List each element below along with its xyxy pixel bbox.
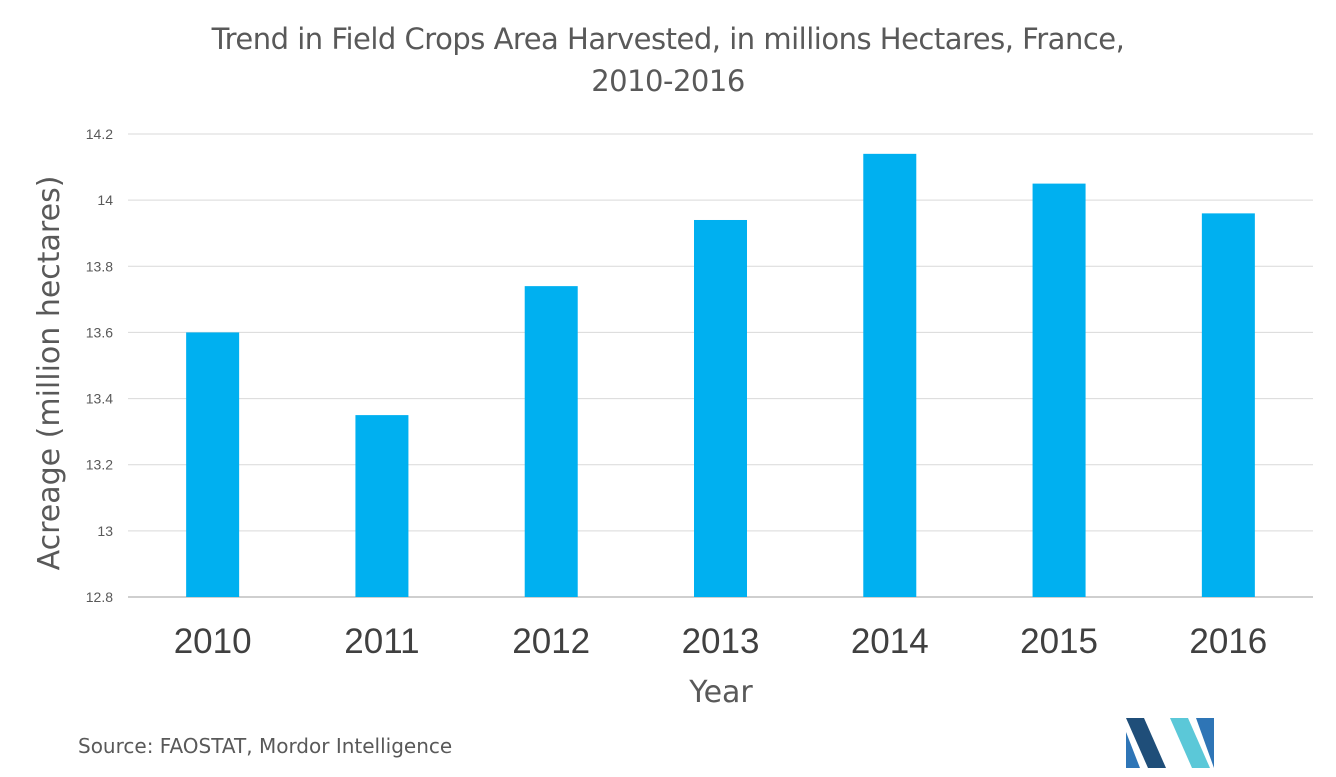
logo-shape-right <box>1170 718 1210 768</box>
x-tick-label: 2016 <box>1189 622 1267 661</box>
x-axis-label: Year <box>688 675 753 710</box>
mordor-intelligence-logo-icon <box>1126 718 1214 768</box>
chart-title-line-1: Trend in Field Crops Area Harvested, in … <box>211 22 1125 56</box>
x-tick-label: 2014 <box>851 622 929 661</box>
y-tick-label: 13.8 <box>86 258 113 274</box>
bars <box>186 153 1255 598</box>
bar-2011 <box>355 415 409 597</box>
bar-2010 <box>186 332 240 597</box>
gridlines <box>128 133 1313 598</box>
bar-2016 <box>1201 213 1255 597</box>
x-tick-label: 2011 <box>344 622 419 661</box>
logo-shape-bar <box>1196 718 1214 768</box>
logo-shape-left <box>1126 718 1166 768</box>
y-tick-label: 12.8 <box>86 589 113 605</box>
bar-2015 <box>1032 183 1086 597</box>
chart-title-line-2: 2010-2016 <box>591 64 745 98</box>
y-tick-label: 14 <box>97 192 113 208</box>
x-tick-label: 2015 <box>1020 622 1098 661</box>
y-tick-labels: 12.8 13 13.2 13.4 13.6 13.8 14 14.2 <box>86 126 113 605</box>
x-tick-labels: 2010 2011 2012 2013 2014 2015 2016 <box>174 622 1268 661</box>
logo-shape-mid <box>1126 732 1140 768</box>
y-axis-label: Acreage (million hectares) <box>32 176 67 571</box>
y-tick-label: 13.2 <box>86 457 113 473</box>
y-tick-label: 13 <box>97 523 113 539</box>
bar-2012 <box>524 286 578 597</box>
y-tick-label: 14.2 <box>86 126 113 142</box>
y-tick-label: 13.6 <box>86 324 113 340</box>
y-tick-label: 13.4 <box>86 391 113 407</box>
x-tick-label: 2013 <box>682 622 760 661</box>
x-tick-label: 2012 <box>512 622 590 661</box>
bar-2013 <box>694 219 747 597</box>
chart-title: Trend in Field Crops Area Harvested, in … <box>100 18 1236 102</box>
bar-2014 <box>863 153 917 598</box>
x-tick-label: 2010 <box>174 622 252 661</box>
source-note: Source: FAOSTAT, Mordor Intelligence <box>78 734 453 758</box>
